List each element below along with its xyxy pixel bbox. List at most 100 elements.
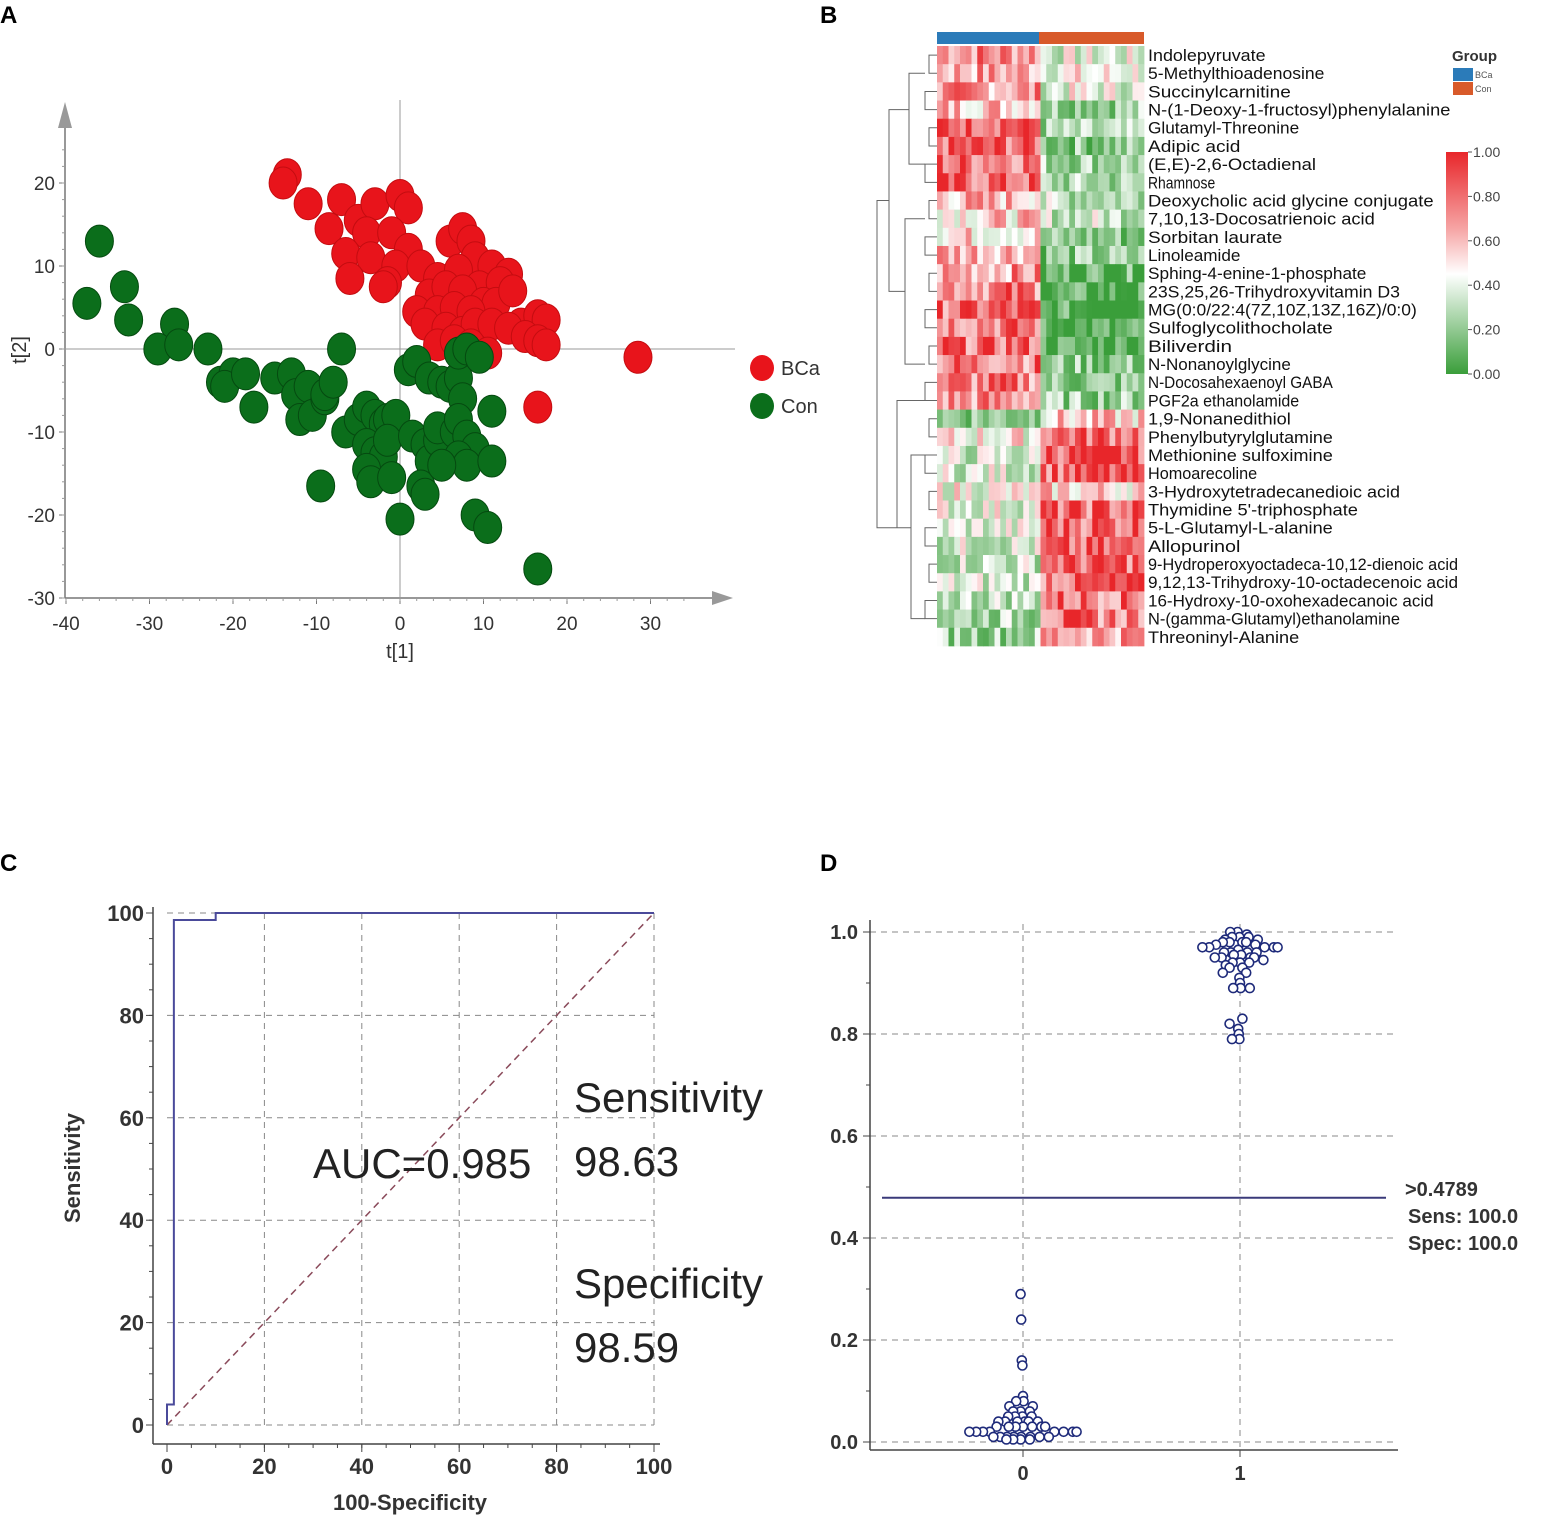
heatmap-cell xyxy=(1057,191,1064,211)
heatmap-cell xyxy=(1052,318,1059,338)
panel-a-score-plot: -40 -30 -20 -10 0 10 20 30 -30 -20 -10 0 10 20 t[1] t[2… xyxy=(0,0,821,700)
heatmap-cell xyxy=(1080,373,1087,392)
x-tick-label: 1 xyxy=(1234,1463,1245,1485)
heatmap-cell xyxy=(1138,536,1145,556)
heatmap-cell xyxy=(960,100,967,120)
heatmap-cell xyxy=(1046,155,1053,174)
heatmap-cell xyxy=(1034,591,1041,610)
legend-label-bca: BCa xyxy=(781,358,820,380)
heatmap-cell xyxy=(1126,591,1133,610)
heatmap-cell xyxy=(1069,391,1076,410)
heatmap-cell xyxy=(1017,518,1024,538)
heatmap-cell xyxy=(965,555,972,574)
row-label: 5-Methylthioadenosine xyxy=(1148,65,1324,83)
heatmap-cell xyxy=(1109,191,1116,211)
heatmap-cell xyxy=(1057,136,1064,156)
heatmap-cell xyxy=(1115,209,1122,229)
color-scale-label: 1.00 xyxy=(1473,144,1500,160)
heatmap-cell xyxy=(1052,209,1059,229)
heatmap-cell xyxy=(994,445,1001,465)
heatmap-cell xyxy=(1121,409,1128,429)
heatmap-cell xyxy=(1000,336,1007,356)
x-tick-label: 80 xyxy=(544,1454,568,1479)
heatmap-cell xyxy=(1121,482,1128,501)
heatmap-cell xyxy=(1098,573,1105,592)
heatmap-cell xyxy=(1109,245,1116,265)
heatmap-cell xyxy=(1103,500,1110,520)
heatmap-cell xyxy=(1023,282,1030,301)
heatmap-cell xyxy=(1080,64,1087,83)
heatmap-cell xyxy=(954,64,961,83)
heatmap-cell xyxy=(948,409,955,429)
heatmap-cell xyxy=(1011,209,1018,229)
heatmap-cell xyxy=(994,482,1001,501)
row-label: 3-Hydroxytetradecanedioic acid xyxy=(1148,483,1400,501)
heatmap-cell xyxy=(1115,227,1122,247)
heatmap-cell xyxy=(1057,245,1064,265)
x-tick-label: 0 xyxy=(395,614,406,635)
heatmap-cell xyxy=(971,300,978,320)
heatmap-cell xyxy=(1092,82,1099,101)
heatmap-cell xyxy=(1132,336,1139,356)
heatmap-cell xyxy=(1034,609,1041,629)
heatmap-cell xyxy=(1126,373,1133,392)
heatmap-cell xyxy=(1115,373,1122,392)
heatmap-cell xyxy=(1086,500,1093,520)
heatmap-cell xyxy=(988,245,995,265)
heatmap-cell xyxy=(1000,100,1007,120)
heatmap-cell xyxy=(960,136,967,156)
heatmap-cell xyxy=(1040,464,1047,483)
heatmap-cell xyxy=(965,209,972,229)
row-label: 16-Hydroxy-10-oxohexadecanoic acid xyxy=(1148,592,1434,610)
heatmap-cell xyxy=(1115,155,1122,174)
heatmap-cell xyxy=(1121,536,1128,556)
heatmap-cell xyxy=(983,46,990,65)
heatmap-cell xyxy=(1121,136,1128,156)
heatmap-cell xyxy=(1109,373,1116,392)
heatmap-cell xyxy=(1040,318,1047,338)
heatmap-cell xyxy=(1080,118,1087,138)
heatmap-cell xyxy=(1063,336,1070,356)
heatmap-cell xyxy=(948,118,955,138)
dendrogram-branch xyxy=(928,127,937,147)
heatmap-cell xyxy=(1057,227,1064,247)
heatmap-cell xyxy=(1052,391,1059,410)
heatmap-cell xyxy=(948,355,955,374)
heatmap-cell xyxy=(1098,627,1105,647)
heatmap-cell xyxy=(1069,46,1076,65)
heatmap-cell xyxy=(1052,536,1059,556)
heatmap-cell xyxy=(1109,318,1116,338)
heatmap-cell xyxy=(1023,591,1030,610)
heatmap-cell xyxy=(1126,282,1133,301)
heatmap-cell xyxy=(1080,427,1087,447)
y-tick-label: 20 xyxy=(120,1311,144,1336)
heatmap-cell xyxy=(1132,209,1139,229)
heatmap-cell xyxy=(1092,482,1099,501)
heatmap-cell xyxy=(937,136,944,156)
heatmap-cell xyxy=(1138,118,1145,138)
heatmap-cell xyxy=(1034,264,1041,283)
row-label: N-Docosahexaenoyl GABA xyxy=(1148,374,1333,392)
row-label: Linoleamide xyxy=(1148,247,1240,265)
heatmap-cell xyxy=(948,336,955,356)
heatmap-cell xyxy=(977,191,984,211)
heatmap-cell xyxy=(1080,500,1087,520)
heatmap-cell xyxy=(1069,136,1076,156)
heatmap-cell xyxy=(988,118,995,138)
heatmap-cell xyxy=(1017,609,1024,629)
heatmap-cell xyxy=(1006,518,1013,538)
heatmap-cell xyxy=(1006,500,1013,520)
heatmap-cell xyxy=(1023,427,1030,447)
heatmap-cell xyxy=(937,409,944,429)
heatmap-cell xyxy=(942,209,949,229)
heatmap-cell xyxy=(1011,282,1018,301)
heatmap-cell xyxy=(942,355,949,374)
heatmap-cell xyxy=(1046,373,1053,392)
x-axis-label: t[1] xyxy=(386,641,414,663)
heatmap-cell xyxy=(1098,591,1105,610)
heatmap-cell xyxy=(1046,482,1053,501)
y-tick-label: 0.6 xyxy=(830,1126,858,1148)
heatmap-cell xyxy=(1069,227,1076,247)
heatmap-cell xyxy=(971,227,978,247)
heatmap-cell xyxy=(1034,100,1041,120)
